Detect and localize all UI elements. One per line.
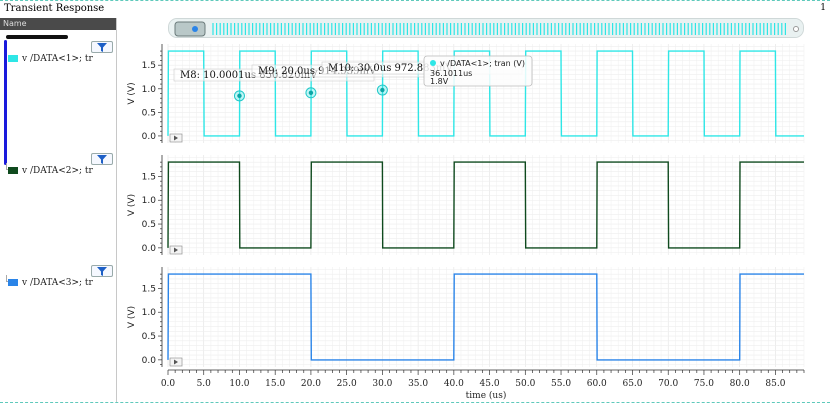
x-axis: 0.0 5.0 10.0 15.0 20.0 25.0 30.0 35.0 40.0 45.0 50… [161,370,804,401]
x-tick-label: 20.0 [301,379,321,389]
y-tick-label: 1.5 [142,172,156,182]
y-tick-label: 0.5 [142,332,156,342]
y-axis-label: V (V) [127,82,137,104]
y-axis-label: V (V) [127,306,137,328]
x-tick-label: 70.0 [658,379,678,389]
y-axis-label: V (V) [127,194,137,216]
x-axis-label: time (us) [466,390,507,401]
x-tick-label: 60.0 [587,379,607,389]
x-tick-label: 65.0 [622,379,642,389]
x-tick-label: 40.0 [444,379,464,389]
x-tick-label: 30.0 [372,379,392,389]
y-tick-label: 0.0 [142,244,157,254]
x-tick-label: 75.0 [694,379,714,389]
marker-dot [380,88,384,92]
marker-dot [309,91,313,95]
plot-panel-2[interactable]: 0.0 0.5 1.0 1.5 V (V) [127,155,804,255]
y-tick-label: 1.0 [142,85,157,95]
tooltip-series: v /DATA<1>; tran (V) [440,59,525,68]
x-tick-label: 45.0 [480,379,500,389]
x-tick-label: 5.0 [197,379,212,389]
y-tick-label: 1.0 [142,196,157,206]
x-tick-label: 10.0 [229,379,249,389]
x-tick-label: 15.0 [265,379,285,389]
x-tick-label: 50.0 [515,379,535,389]
x-tick-label: 85.0 [765,379,785,389]
y-tick-label: 1.5 [142,61,156,71]
y-tick-label: 1.5 [142,284,156,294]
y-tick-label: 0.0 [142,356,157,366]
x-tick-label: 80.0 [730,379,750,389]
y-tick-label: 0.5 [142,108,156,118]
x-tick-label: 35.0 [408,379,428,389]
y-tick-label: 0.5 [142,220,156,230]
x-tick-label: 55.0 [551,379,571,389]
tooltip-series-dot [430,60,436,66]
y-tick-label: 1.0 [142,308,157,318]
y-tick-label: 0.0 [142,132,157,142]
x-tick-label: 25.0 [337,379,357,389]
marker-dot [237,94,241,98]
x-tick-label: 0.0 [161,379,176,389]
tooltip-y-value: 1.8V [430,77,449,86]
bottom-border [0,402,830,403]
plot-panel-3[interactable]: 0.0 0.5 1.0 1.5 V (V) [127,267,804,367]
